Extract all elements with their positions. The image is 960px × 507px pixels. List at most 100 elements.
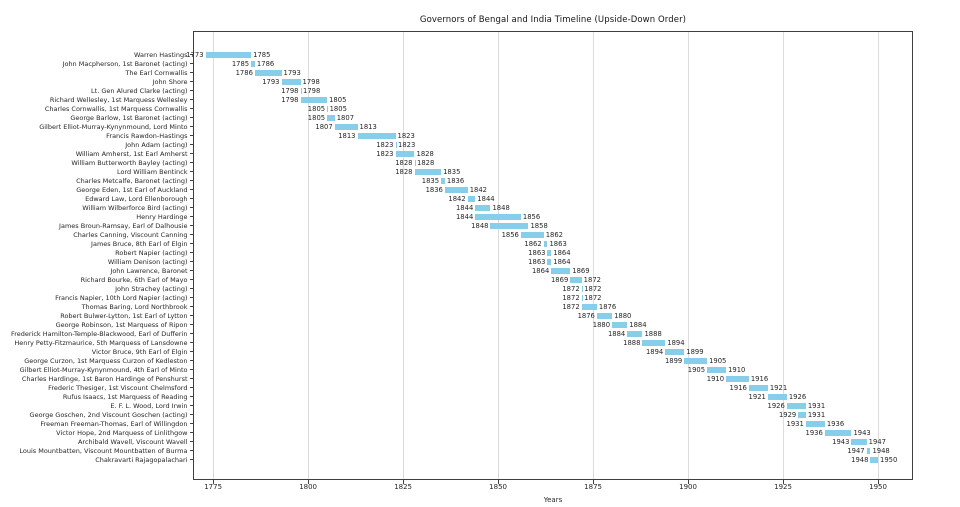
- timeline-bar: [327, 105, 328, 112]
- timeline-bar: [467, 195, 476, 202]
- timeline-bar: [441, 177, 445, 184]
- row-label: John Macpherson, 1st Baronet (acting): [62, 59, 188, 68]
- timeline-bar: [581, 303, 597, 310]
- timeline-bar: [866, 447, 871, 454]
- timeline-bar: [798, 411, 806, 418]
- row-label: Gilbert Elliot-Murray-Kynynmound, Lord M…: [39, 122, 188, 131]
- timeline-bar: [581, 294, 583, 301]
- bar-start-year: 1828: [395, 167, 413, 176]
- bar-end-year: 1823: [398, 140, 416, 149]
- bar-end-year: 1863: [549, 239, 567, 248]
- bar-end-year: 1936: [826, 419, 845, 428]
- x-tick-mark: [593, 480, 595, 484]
- bar-start-year: 1773: [186, 50, 204, 59]
- bar-start-year: 1894: [645, 347, 664, 356]
- y-tick-mark: [189, 225, 193, 227]
- bar-end-year: 1798: [302, 77, 320, 86]
- row-label: E. F. L. Wood, Lord Irwin: [110, 401, 188, 410]
- y-tick-mark: [189, 450, 193, 452]
- y-tick-mark: [189, 306, 193, 308]
- bar-start-year: 1785: [231, 59, 250, 68]
- row-label: William Butterworth Bayley (acting): [71, 158, 188, 167]
- bar-start-year: 1813: [338, 131, 356, 140]
- timeline-bar: [596, 312, 613, 319]
- row-label: Frederick Hamilton-Temple-Blackwood, Ear…: [10, 329, 188, 338]
- x-tick-label: 1950: [869, 483, 887, 491]
- timeline-bar: [251, 60, 255, 67]
- row-label: Henry Hardinge: [136, 212, 188, 221]
- row-label: Robert Bulwer-Lytton, 1st Earl of Lytton: [60, 311, 188, 320]
- y-tick-mark: [189, 423, 193, 425]
- timeline-bar: [475, 204, 491, 211]
- bar-start-year: 1844: [455, 203, 474, 212]
- bar-end-year: 1943: [853, 428, 871, 437]
- bar-end-year: 1899: [686, 347, 704, 356]
- bar-end-year: 1813: [359, 122, 377, 131]
- x-tick-label: 1900: [679, 483, 697, 491]
- row-label: Chakravarti Rajagopalachari: [95, 455, 188, 464]
- timeline-bar: [627, 330, 643, 337]
- y-tick-mark: [189, 324, 193, 326]
- bar-start-year: 1856: [501, 230, 519, 239]
- y-tick-mark: [189, 387, 193, 389]
- y-tick-mark: [189, 117, 193, 119]
- bar-start-year: 1823: [376, 149, 394, 158]
- timeline-bar: [300, 87, 302, 94]
- row-label: Francis Napier, 10th Lord Napier (acting…: [55, 293, 188, 302]
- row-label: Victor Hope, 2nd Marquess of Linlithgow: [56, 428, 188, 437]
- bar-start-year: 1916: [729, 383, 747, 392]
- x-tick-label: 1925: [774, 483, 792, 491]
- bar-start-year: 1880: [592, 320, 611, 329]
- y-tick-mark: [189, 369, 193, 371]
- y-tick-mark: [189, 396, 193, 398]
- bar-end-year: 1888: [644, 329, 662, 338]
- row-label: George Goschen, 2nd Viscount Goschen (ac…: [29, 410, 188, 419]
- y-tick-mark: [189, 171, 193, 173]
- bar-end-year: 1805: [329, 104, 347, 113]
- y-tick-mark: [189, 252, 193, 254]
- row-label: Charles Canning, Viscount Canning: [73, 230, 188, 239]
- timeline-bar: [254, 69, 282, 76]
- bar-end-year: 1828: [417, 158, 435, 167]
- bar-end-year: 1807: [336, 113, 355, 122]
- bar-end-year: 1876: [598, 302, 617, 311]
- row-label: Warren Hastings: [133, 50, 188, 59]
- y-tick-mark: [189, 432, 193, 434]
- row-label: Robert Napier (acting): [115, 248, 188, 257]
- timeline-bar: [395, 141, 396, 148]
- row-label: Charles Metcalfe, Baronet (acting): [76, 176, 188, 185]
- bar-start-year: 1835: [421, 176, 440, 185]
- y-tick-mark: [189, 288, 193, 290]
- bar-start-year: 1862: [524, 239, 542, 248]
- x-tick-mark: [498, 480, 500, 484]
- y-tick-mark: [189, 351, 193, 353]
- y-tick-mark: [189, 63, 193, 65]
- bar-start-year: 1926: [767, 401, 785, 410]
- timeline-bar: [475, 213, 521, 220]
- row-label: Richard Wellesley, 1st Marquess Wellesle…: [49, 95, 188, 104]
- y-tick-mark: [189, 207, 193, 209]
- timeline-bar: [490, 222, 529, 229]
- y-tick-mark: [189, 261, 193, 263]
- row-label: George Eden, 1st Earl of Auckland: [76, 185, 188, 194]
- bar-start-year: 1844: [455, 212, 474, 221]
- bar-start-year: 1876: [577, 311, 595, 320]
- bar-end-year: 1836: [446, 176, 465, 185]
- x-tick-label: 1850: [489, 483, 508, 491]
- bar-end-year: 1869: [572, 266, 590, 275]
- y-tick-mark: [189, 126, 193, 128]
- bar-end-year: 1848: [492, 203, 510, 212]
- y-tick-mark: [189, 162, 193, 164]
- timeline-bar: [570, 276, 582, 283]
- row-label: Archibald Wavell, Viscount Wavell: [77, 437, 188, 446]
- bar-start-year: 1910: [706, 374, 725, 383]
- row-label: George Barlow, 1st Baronet (acting): [70, 113, 188, 122]
- bar-end-year: 1931: [807, 410, 826, 419]
- bar-end-year: 1931: [807, 401, 826, 410]
- gridline: [593, 32, 595, 479]
- y-tick-mark: [189, 378, 193, 380]
- bar-start-year: 1805: [307, 104, 326, 113]
- timeline-bar: [444, 186, 468, 193]
- timeline-bar: [300, 96, 328, 103]
- bar-start-year: 1872: [562, 293, 580, 302]
